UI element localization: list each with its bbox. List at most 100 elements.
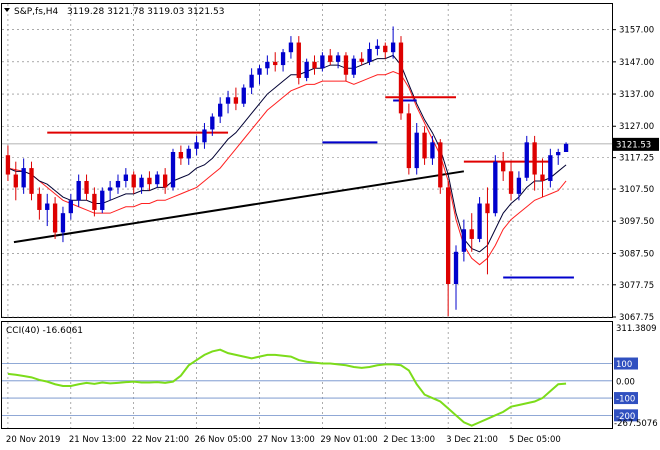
candle-body (194, 142, 199, 149)
candle-body (312, 61, 317, 69)
candle-body (438, 142, 443, 188)
candle-body (375, 45, 380, 49)
candle-body (265, 61, 270, 69)
candle-body (84, 180, 89, 194)
y-tick-label: 3157.00 (619, 26, 654, 36)
x-tick-label: 27 Nov 13:00 (257, 435, 314, 445)
candle-body (249, 74, 254, 88)
ohlc-label: 3119.28 3121.78 3119.03 3121.53 (67, 7, 224, 17)
x-tick-label: 22 Nov 21:00 (132, 435, 189, 445)
cci-level-label: 0.00 (616, 377, 635, 387)
candle-body (501, 161, 506, 172)
candle-body (469, 229, 474, 239)
cci-level-badge (614, 409, 638, 422)
candle-body (147, 177, 152, 185)
x-tick-label: 21 Nov 13:00 (69, 435, 126, 445)
x-tick-label: 3 Dec 21:00 (446, 435, 498, 445)
candle-body (210, 116, 215, 130)
candle-body (398, 42, 404, 114)
x-tick-label: 2 Dec 13:00 (383, 435, 435, 445)
candle-body (123, 174, 129, 181)
y-tick-label: 3067.75 (619, 313, 654, 323)
candle-body (288, 42, 294, 53)
candle-body (202, 129, 207, 143)
candle-body (178, 152, 184, 159)
y-tick-label: 3117.25 (619, 154, 654, 164)
candle-body (493, 161, 498, 214)
candle-body (406, 113, 412, 169)
candle-body (170, 152, 176, 188)
candle-body (233, 97, 239, 104)
candle-body (461, 229, 467, 252)
candle-body (21, 168, 26, 188)
candle-body (76, 180, 81, 201)
candle-body (162, 174, 168, 188)
y-tick-label: 3147.00 (619, 58, 654, 68)
candle-body (280, 52, 286, 66)
candle-body (516, 177, 522, 194)
candle-body (343, 55, 349, 75)
candle-body (186, 148, 191, 159)
y-tick-label: 3087.50 (619, 249, 654, 259)
candle-body (485, 203, 490, 214)
y-tick-label: 3097.50 (619, 217, 654, 227)
cci-level-badge (614, 374, 638, 387)
cci-series (7, 348, 567, 427)
cci-level-badge (614, 357, 638, 370)
candle-body (351, 58, 356, 75)
y-tick-label: 3127.00 (619, 122, 654, 132)
candle-body (556, 152, 561, 156)
y-tick-label: 3077.75 (619, 281, 654, 291)
cci-level-label: -100 (616, 395, 635, 405)
dropdown-triangle-icon[interactable] (4, 8, 10, 12)
candle-body (218, 103, 223, 117)
cci-level-lines (2, 363, 612, 416)
candle-body (563, 143, 569, 152)
candle-body (296, 42, 301, 78)
cci-panel-frame (1, 321, 613, 429)
candle-body (453, 251, 459, 284)
candle-body (131, 174, 136, 188)
x-tick-label: 20 Nov 2019 (6, 435, 60, 445)
candlestick-series (5, 26, 569, 317)
x-tick-label: 29 Nov 01:00 (320, 435, 377, 445)
candle-body (68, 200, 73, 214)
current-price-label: 3121.53 (616, 140, 651, 150)
candle-body (37, 193, 42, 210)
candle-body (92, 193, 97, 210)
candle-body (60, 213, 66, 233)
cci-title: CCI(40) -16.6061 (6, 326, 83, 336)
candle-body (548, 155, 553, 181)
candle-body (524, 142, 529, 178)
candle-body (107, 187, 113, 191)
candle-body (304, 61, 309, 78)
candle-body (414, 132, 419, 169)
candle-body (225, 97, 231, 104)
price-indicators (7, 54, 574, 279)
candle-body (139, 177, 144, 188)
symbol-label: S&P,fs,H4 (14, 7, 59, 17)
cci-max-label: 311.3809 (616, 324, 657, 334)
cci-level-label: 100 (616, 360, 632, 370)
candle-body (359, 58, 364, 62)
cci-line (7, 348, 567, 427)
y-tick-label: 3137.00 (619, 90, 654, 100)
support-trendline (13, 170, 465, 244)
cci-min-label: -267.5076 (614, 419, 658, 429)
candle-body (52, 203, 58, 233)
red-moving-average (7, 70, 567, 266)
candle-body (13, 174, 18, 188)
candle-body (445, 187, 451, 284)
candle-body (320, 55, 325, 69)
candle-body (390, 42, 396, 53)
candle-body (335, 55, 341, 62)
candle-body (367, 48, 372, 62)
candle-body (328, 55, 333, 62)
candle-body (29, 168, 34, 194)
candle-body (5, 155, 11, 175)
candle-body (155, 174, 160, 185)
time-axis: 20 Nov 2019 21 Nov 13:00 22 Nov 21:00 26 No… (6, 435, 561, 445)
cci-axis: 100 0.00 -100 -200 311.3809 -267.5076 (614, 324, 658, 429)
candle-body (540, 174, 545, 181)
